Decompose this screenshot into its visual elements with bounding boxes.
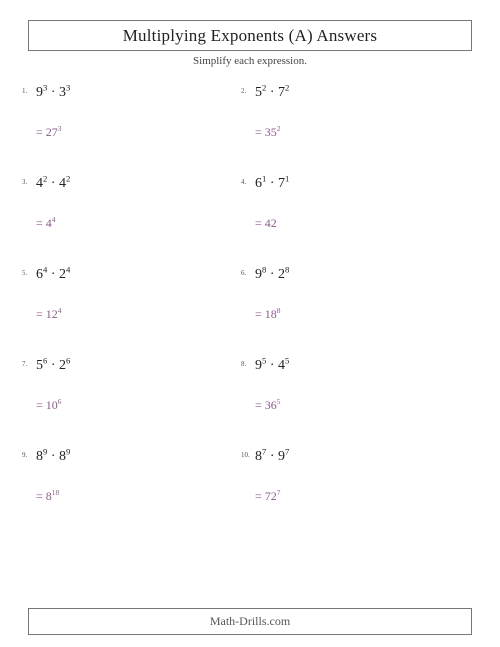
- problem-number: 6.: [241, 269, 246, 277]
- expression: 52 · 72: [255, 85, 464, 101]
- problem-number: 2.: [241, 87, 246, 95]
- expression: 64 · 24: [36, 267, 245, 283]
- problem-grid: 1.93 · 33= 2732.52 · 72= 3523.42 · 42= 4…: [28, 85, 472, 540]
- problem-number: 8.: [241, 360, 246, 368]
- problem-number: 1.: [22, 87, 27, 95]
- problem: 1.93 · 33= 273: [36, 85, 245, 140]
- expression: 56 · 26: [36, 358, 245, 374]
- problem-number: 3.: [22, 178, 27, 186]
- problem: 7.56 · 26= 106: [36, 358, 245, 413]
- footer: Math-Drills.com: [28, 608, 472, 635]
- problem-number: 5.: [22, 269, 27, 277]
- answer: = 352: [255, 125, 464, 140]
- answer: = 44: [36, 216, 245, 231]
- expression: 93 · 33: [36, 85, 245, 101]
- problem: 8.95 · 45= 365: [255, 358, 464, 413]
- problem: 3.42 · 42= 44: [36, 176, 245, 231]
- problem: 2.52 · 72= 352: [255, 85, 464, 140]
- problem-number: 4.: [241, 178, 246, 186]
- problem-number: 7.: [22, 360, 27, 368]
- page-title: Multiplying Exponents (A) Answers: [28, 20, 472, 51]
- expression: 87 · 97: [255, 449, 464, 465]
- expression: 89 · 89: [36, 449, 245, 465]
- answer: = 106: [36, 398, 245, 413]
- answer: = 727: [255, 489, 464, 504]
- expression: 98 · 28: [255, 267, 464, 283]
- answer: = 273: [36, 125, 245, 140]
- answer: = 42: [255, 216, 464, 231]
- answer: = 365: [255, 398, 464, 413]
- expression: 61 · 71: [255, 176, 464, 192]
- problem-number: 9.: [22, 451, 27, 459]
- problem-number: 10.: [241, 451, 250, 459]
- expression: 95 · 45: [255, 358, 464, 374]
- problem: 9.89 · 89= 818: [36, 449, 245, 504]
- page-subtitle: Simplify each expression.: [28, 55, 472, 67]
- expression: 42 · 42: [36, 176, 245, 192]
- answer: = 818: [36, 489, 245, 504]
- problem: 10.87 · 97= 727: [255, 449, 464, 504]
- problem: 5.64 · 24= 124: [36, 267, 245, 322]
- answer: = 124: [36, 307, 245, 322]
- problem: 6.98 · 28= 188: [255, 267, 464, 322]
- problem: 4.61 · 71= 42: [255, 176, 464, 231]
- answer: = 188: [255, 307, 464, 322]
